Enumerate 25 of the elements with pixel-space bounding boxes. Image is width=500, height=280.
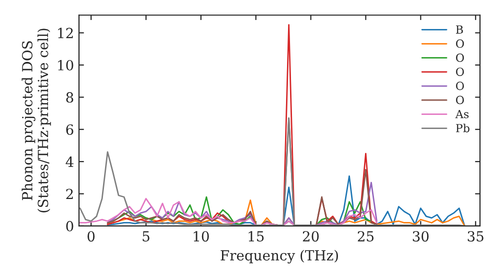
- y-tick-label: 8: [66, 92, 74, 103]
- x-tick-label: 10: [194, 231, 209, 242]
- legend-label: O: [456, 68, 464, 76]
- x-tick-label: 15: [248, 231, 264, 242]
- y-axis-title: Phonon projected DOS (States/THz·primitive cell): [22, 28, 51, 212]
- legend-label: Pb: [456, 124, 470, 132]
- legend-label: O: [456, 39, 464, 48]
- legend-label: O: [456, 82, 464, 90]
- legend-label: O: [456, 53, 464, 62]
- y-tick-label: 12: [58, 28, 73, 38]
- x-tick-label: 0: [88, 231, 95, 242]
- x-tick-label: 20: [302, 231, 319, 242]
- y-tick-label: 6: [66, 124, 74, 135]
- y-tick-label: 2: [66, 188, 73, 200]
- legend-label: As: [455, 110, 469, 118]
- y-tick-label: 0: [66, 220, 74, 232]
- x-tick-label: 25: [358, 231, 374, 242]
- x-tick-label: 35: [468, 231, 484, 242]
- x-tick-label: 5: [142, 231, 150, 242]
- x-axis-title: Frequency (THz): [220, 250, 338, 264]
- legend-label: B: [456, 25, 463, 34]
- y-tick-label: 4: [66, 156, 74, 167]
- y-tick-label: 10: [58, 60, 74, 70]
- x-tick-label: 30: [412, 231, 429, 242]
- legend-label: O: [456, 96, 464, 104]
